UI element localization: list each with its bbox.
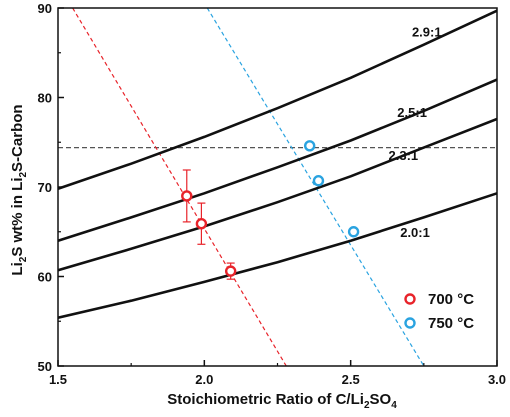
- data-point: [347, 226, 360, 238]
- y-tick-label: 50: [38, 359, 52, 374]
- data-point: [195, 217, 208, 230]
- curve-label: 2.3:1: [389, 148, 419, 163]
- guide-line: [72, 8, 287, 366]
- x-tick-label: 2.0: [195, 372, 213, 387]
- data-point: [224, 265, 237, 277]
- data-point: [312, 175, 325, 187]
- curve-line: [58, 117, 497, 272]
- y-tick-label: 70: [38, 180, 52, 195]
- curve-line: [58, 9, 497, 191]
- guide-line: [206, 8, 425, 366]
- data-point: [181, 190, 193, 202]
- legend-marker: [404, 317, 416, 329]
- legend-label: 700 °C: [428, 291, 474, 308]
- data-point: [303, 140, 316, 152]
- y-axis-title: Li2S wt% in Li2S-Carbon: [9, 104, 29, 275]
- y-tick-label: 60: [38, 270, 52, 285]
- curve-label: 2.5:1: [397, 105, 427, 120]
- x-tick-label: 3.0: [488, 372, 506, 387]
- axes: 1.5 2.0 2.5 3.0 50 60 70 80 90 2.9:1 2.5:1 2.3:1 2.0…: [38, 1, 507, 387]
- x-tick-label: 1.5: [49, 372, 67, 387]
- curve-label: 2.9:1: [412, 25, 442, 40]
- curve-label: 2.0:1: [400, 225, 430, 240]
- curve-line: [58, 78, 497, 242]
- plot-frame: [57, 7, 498, 367]
- x-tick-label: 2.5: [342, 372, 360, 387]
- legend-marker: [404, 293, 416, 305]
- legend-label: 750 °C: [428, 315, 474, 332]
- legend: 700 °C 750 °C: [404, 291, 474, 332]
- curve-line: [58, 192, 497, 319]
- y-tick-label: 90: [38, 1, 52, 16]
- y-tick-label: 80: [38, 91, 52, 106]
- x-axis-title: Stoichiometric Ratio of C/Li2SO4: [167, 391, 397, 411]
- plot-area: [58, 8, 497, 366]
